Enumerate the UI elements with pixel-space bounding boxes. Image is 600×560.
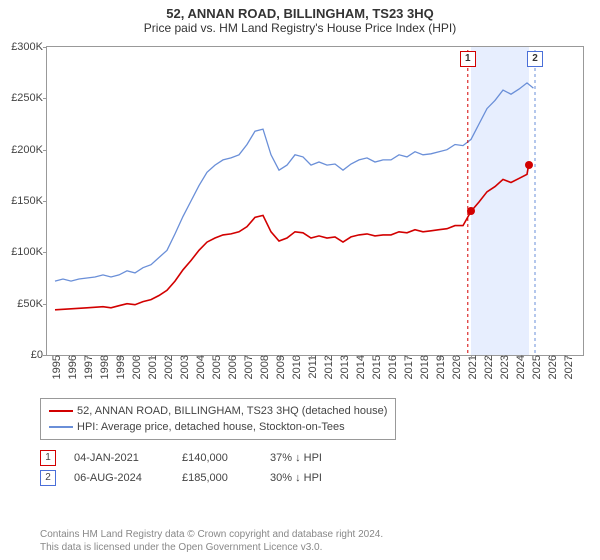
price-line <box>55 165 529 310</box>
data-row-date: 06-AUG-2024 <box>74 472 164 484</box>
data-row: 1 04-JAN-2021 £140,000 37% ↓ HPI <box>40 448 360 468</box>
legend-swatch <box>49 426 73 428</box>
data-row-price: £140,000 <box>182 452 252 464</box>
data-row-pct: 30% ↓ HPI <box>270 472 360 484</box>
legend-swatch <box>49 410 73 412</box>
legend-label: 52, ANNAN ROAD, BILLINGHAM, TS23 3HQ (de… <box>77 405 387 417</box>
callout-box: 2 <box>527 51 543 67</box>
data-row-price: £185,000 <box>182 472 252 484</box>
y-tick-label: £200K <box>11 144 47 156</box>
hpi-line <box>55 83 533 281</box>
callout-box: 1 <box>460 51 476 67</box>
legend: 52, ANNAN ROAD, BILLINGHAM, TS23 3HQ (de… <box>40 398 396 440</box>
plot-area: £0£50K£100K£150K£200K£250K£300K199519961… <box>46 46 584 356</box>
data-row-pct: 37% ↓ HPI <box>270 452 360 464</box>
y-tick-label: £100K <box>11 246 47 258</box>
legend-label: HPI: Average price, detached house, Stoc… <box>77 421 345 433</box>
data-rows: 1 04-JAN-2021 £140,000 37% ↓ HPI 2 06-AUG-202… <box>40 448 360 488</box>
y-tick-label: £150K <box>11 195 47 207</box>
data-row-index: 1 <box>40 450 56 466</box>
chart-title: 52, ANNAN ROAD, BILLINGHAM, TS23 3HQ <box>0 0 600 21</box>
y-tick-label: £250K <box>11 92 47 104</box>
chart-subtitle: Price paid vs. HM Land Registry's House … <box>0 21 600 35</box>
price-marker <box>467 207 475 215</box>
y-tick-label: £300K <box>11 41 47 53</box>
legend-row: HPI: Average price, detached house, Stoc… <box>49 419 387 435</box>
data-row: 2 06-AUG-2024 £185,000 30% ↓ HPI <box>40 468 360 488</box>
footer-text: Contains HM Land Registry data © Crown c… <box>40 528 383 554</box>
data-row-date: 04-JAN-2021 <box>74 452 164 464</box>
legend-row: 52, ANNAN ROAD, BILLINGHAM, TS23 3HQ (de… <box>49 403 387 419</box>
price-marker <box>525 161 533 169</box>
data-row-index: 2 <box>40 470 56 486</box>
plot-svg <box>47 47 583 355</box>
